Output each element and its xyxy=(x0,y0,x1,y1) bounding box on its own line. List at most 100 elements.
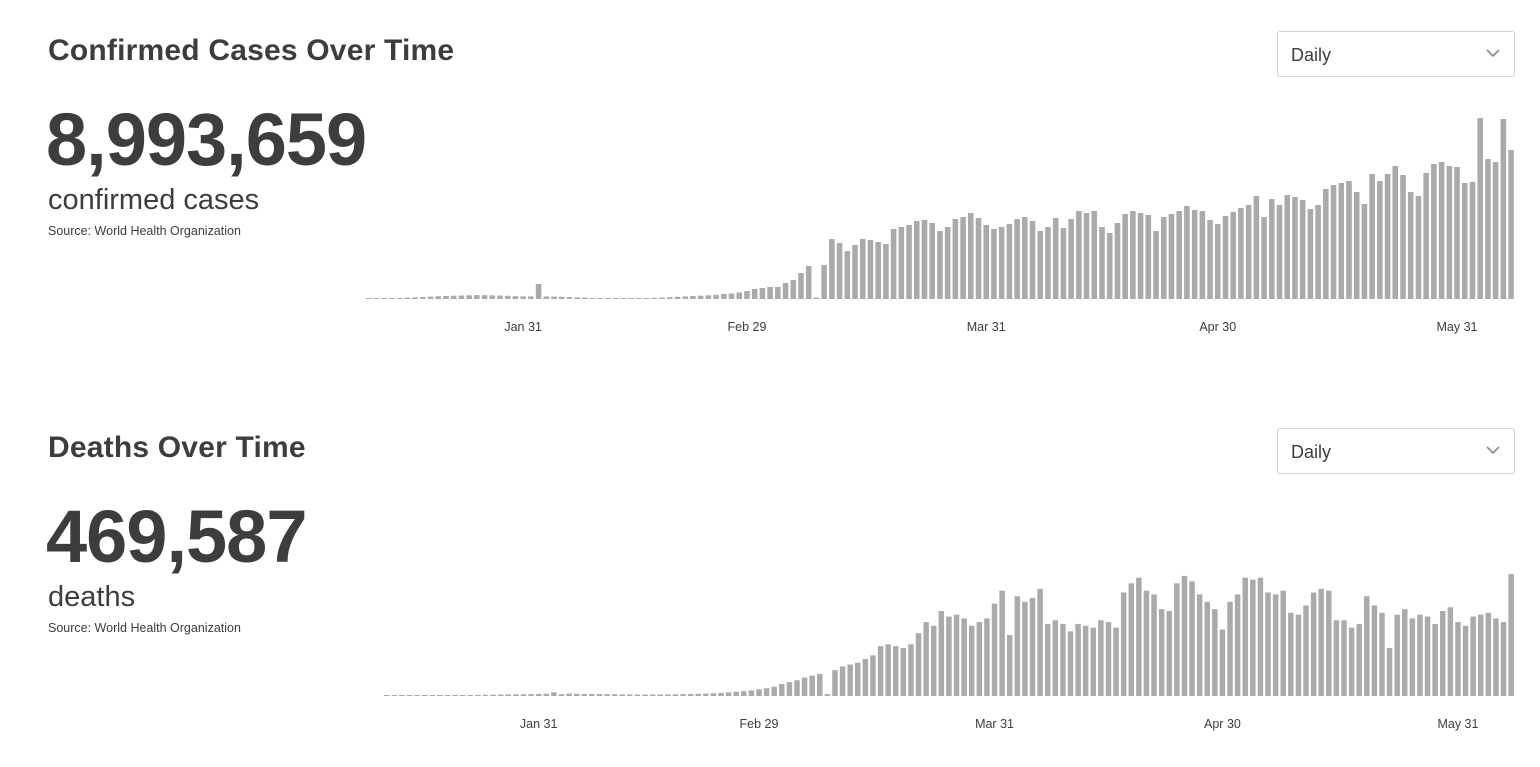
bar-115 xyxy=(1253,196,1260,299)
bar-21 xyxy=(528,296,534,299)
bar-136 xyxy=(1417,614,1423,696)
x-tick-label: May 31 xyxy=(1437,717,1478,731)
bar-106 xyxy=(1189,581,1195,696)
bar-37 xyxy=(665,694,671,696)
bar-54 xyxy=(782,283,789,299)
bar-19 xyxy=(528,694,534,696)
bar-135 xyxy=(1409,618,1416,696)
bar-33 xyxy=(620,298,627,299)
bar-134 xyxy=(1400,175,1406,299)
bar-114 xyxy=(1245,205,1252,299)
bar-119 xyxy=(1284,195,1291,299)
bar-136 xyxy=(1415,196,1422,299)
bar-81 xyxy=(991,229,997,299)
bar-143 xyxy=(1469,182,1476,299)
bar-133 xyxy=(1394,614,1400,696)
bar-85 xyxy=(1022,217,1028,299)
bar-41 xyxy=(695,693,701,696)
bar-24 xyxy=(566,693,572,696)
bar-84 xyxy=(1022,601,1028,696)
bar-92 xyxy=(1076,211,1082,299)
bar-96 xyxy=(1113,627,1119,696)
bar-33 xyxy=(634,694,641,696)
bar-82 xyxy=(998,227,1005,299)
confirmed-cases-total: 8,993,659 xyxy=(46,98,367,181)
bar-28 xyxy=(596,694,603,696)
bar-60 xyxy=(829,239,835,299)
bar-75 xyxy=(953,614,960,696)
x-tick-label: Feb 29 xyxy=(728,320,767,334)
bar-55 xyxy=(801,677,808,696)
bar-51 xyxy=(759,288,766,299)
bar-16 xyxy=(489,295,496,299)
bar-45 xyxy=(713,294,719,299)
bar-121 xyxy=(1303,605,1309,696)
bar-63 xyxy=(852,245,858,299)
bar-102 xyxy=(1153,231,1159,299)
dropdown-selected-value: Daily xyxy=(1291,442,1332,462)
bar-44 xyxy=(705,295,712,299)
chevron-down-icon xyxy=(1486,446,1500,455)
bar-84 xyxy=(1014,219,1020,299)
bar-31 xyxy=(605,298,611,299)
bar-124 xyxy=(1326,590,1332,696)
bar-127 xyxy=(1348,627,1355,696)
bar-139 xyxy=(1438,162,1445,299)
bar-75 xyxy=(944,227,951,299)
bar-50 xyxy=(763,688,770,696)
bar-143 xyxy=(1470,616,1476,696)
bar-64 xyxy=(859,239,866,299)
bar-123 xyxy=(1318,588,1324,696)
bar-74 xyxy=(937,231,943,299)
bar-124 xyxy=(1323,189,1329,299)
bar-79 xyxy=(984,618,990,696)
bar-0 xyxy=(384,695,390,696)
bar-121 xyxy=(1299,200,1306,299)
bar-1 xyxy=(391,695,398,696)
bar-23 xyxy=(558,694,565,696)
bar-73 xyxy=(929,223,935,299)
bar-92 xyxy=(1082,625,1089,696)
bar-27 xyxy=(574,297,580,299)
bar-13 xyxy=(482,694,489,696)
bar-6 xyxy=(412,297,418,299)
bar-89 xyxy=(1060,623,1066,696)
confirmed-cases-interval-dropdown[interactable]: Daily xyxy=(1277,31,1515,77)
bar-69 xyxy=(898,227,905,299)
x-tick-label: Apr 30 xyxy=(1204,717,1241,731)
bar-133 xyxy=(1392,166,1399,299)
bar-109 xyxy=(1212,609,1218,696)
bar-104 xyxy=(1174,583,1180,696)
bar-66 xyxy=(875,242,881,299)
bar-117 xyxy=(1272,594,1279,696)
bar-44 xyxy=(718,692,724,696)
bar-35 xyxy=(649,694,656,696)
confirmed-cases-label: confirmed cases xyxy=(48,184,260,216)
bar-7 xyxy=(420,297,426,299)
bar-91 xyxy=(1068,219,1074,299)
bar-64 xyxy=(870,655,876,696)
bar-53 xyxy=(786,682,793,696)
bar-82 xyxy=(1006,635,1013,696)
bar-4 xyxy=(414,695,420,696)
bar-119 xyxy=(1288,612,1294,696)
x-tick-label: Feb 29 xyxy=(740,717,779,731)
bar-137 xyxy=(1424,616,1431,696)
bar-98 xyxy=(1128,583,1135,696)
x-tick-label: Apr 30 xyxy=(1199,320,1236,334)
bar-11 xyxy=(450,295,457,299)
bar-35 xyxy=(636,298,642,299)
bar-5 xyxy=(421,695,428,696)
deaths-interval-dropdown[interactable]: Daily xyxy=(1277,428,1515,474)
bar-87 xyxy=(1044,623,1051,696)
bar-59 xyxy=(832,670,838,696)
bar-65 xyxy=(867,240,874,299)
bar-130 xyxy=(1369,174,1375,299)
bar-101 xyxy=(1145,215,1152,299)
x-tick-label: Jan 31 xyxy=(504,320,542,334)
bar-145 xyxy=(1485,159,1491,299)
bar-115 xyxy=(1257,577,1264,696)
bar-17 xyxy=(513,694,519,696)
bar-130 xyxy=(1371,605,1378,696)
confirmed-cases-bar-chart: Jan 31 Feb 29 Mar 31 Apr 30 May 31 xyxy=(366,118,1514,334)
